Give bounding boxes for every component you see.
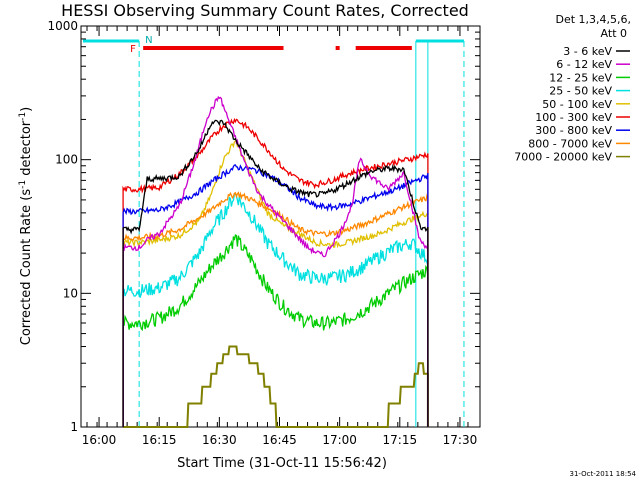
legend-entry-label: 100 - 300 keV [535,111,612,124]
x-tick-label: 17:15 [383,433,418,447]
annotation-layer: FN [83,35,465,427]
y-tick-label: 1000 [47,19,78,33]
chart-title: HESSI Observing Summary Count Rates, Cor… [61,1,469,20]
legend-entry-label: 7000 - 20000 keV [514,151,612,164]
flare-marker-label: F [130,44,136,55]
legend-entry-label: 300 - 800 keV [535,124,612,137]
series-line-6-12-kev [122,95,429,427]
series-line-100-300-kev [122,117,429,427]
series-line-50-100-kev [122,139,429,427]
series-line-7000-20000-kev [123,345,429,428]
legend-entry-label: 6 - 12 keV [556,58,612,71]
x-tick-label: 17:00 [322,433,357,447]
y-tick-label: 100 [55,153,78,167]
legend-entry-label: 25 - 50 keV [549,85,612,98]
legend-entry-label: 50 - 100 keV [542,98,612,111]
series-layer [122,95,429,428]
night-marker-label: N [145,35,152,46]
x-tick-label: 16:15 [142,433,177,447]
y-tick-label: 10 [63,286,78,300]
legend-entry-label: 800 - 7000 keV [528,137,612,150]
series-line-12-25-kev [122,234,429,427]
x-tick-label: 16:45 [262,433,297,447]
legend-header-line-2: Att 0 [601,27,627,40]
x-axis-label: Start Time (31-Oct-11 15:56:42) [177,456,387,471]
legend-header-line-1: Det 1,3,4,5,6, [555,13,631,26]
series-line-25-50-kev [122,192,429,427]
x-tick-label: 16:30 [202,433,237,447]
x-tick-label: 17:30 [443,433,478,447]
footer-date: 31-Oct-2011 18:54 [570,470,637,478]
x-tick-label: 16:00 [82,433,117,447]
axis-ticks: 1 10 100 1000 16:00 16:15 16:30 16:45 17:00 17:15… [47,19,480,447]
y-axis-label: Corrected Count Rate (s-1 detector-1) [18,107,34,345]
legend-entry-label: 3 - 6 keV [563,45,612,58]
y-tick-label: 1 [70,420,78,434]
legend-entry-label: 12 - 25 keV [549,71,612,84]
series-line-3-6-kev [122,119,429,427]
series-line-300-800-kev [122,163,429,427]
